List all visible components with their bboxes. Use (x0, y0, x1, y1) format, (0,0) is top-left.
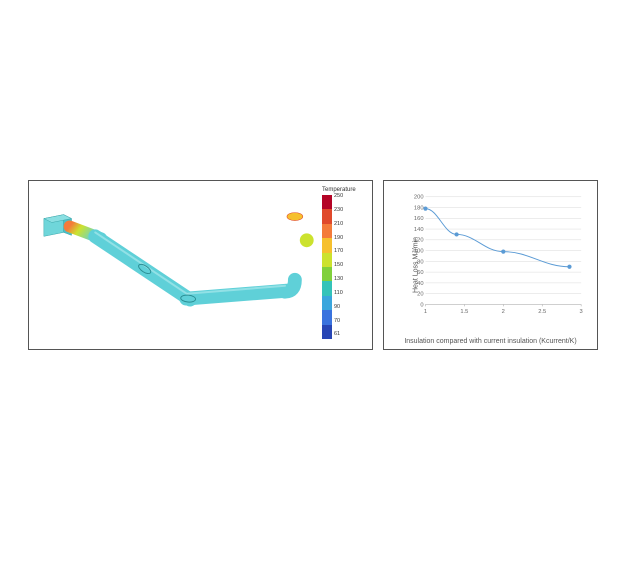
pipe-segment-main-diag (95, 236, 190, 299)
legend-color-cell (322, 253, 332, 267)
ytick-label: 160 (414, 216, 424, 222)
chart-line (425, 209, 569, 267)
legend-color-cell (322, 296, 332, 310)
xtick-label: 2.5 (538, 309, 546, 315)
legend-color-cell (322, 224, 332, 238)
legend-tick-label: 170 (334, 249, 343, 255)
ytick-label: 20 (417, 292, 423, 298)
ytick-label: 120 (414, 238, 424, 244)
chart-marker (454, 232, 458, 236)
pipe-highlight-1 (95, 232, 188, 294)
chart-marker (423, 206, 427, 210)
legend-body: 250 230 210 190 170 150 130 110 90 70 61 (322, 195, 366, 339)
legend-color-cell (322, 325, 332, 339)
ytick-label: 140 (414, 227, 424, 233)
simulation-panel: Temperature 250 230 210 190 170 150 130 110 90 70… (28, 180, 373, 350)
chart-panel: Heat Loss MJ/min Insulation compared wit… (383, 180, 598, 350)
legend-tick-label: 61 (334, 332, 343, 338)
chart-marker (501, 250, 505, 254)
legend-tick-label: 110 (334, 291, 343, 297)
line-chart: 0 20 40 60 80 100 120 140 160 180 200 1 1.5 2 2.5 3 (412, 191, 585, 318)
color-legend: Temperature 250 230 210 190 170 150 130 110 90 70… (322, 187, 366, 345)
legend-color-cell (322, 267, 332, 281)
chart-marker (567, 265, 571, 269)
legend-color-cell (322, 238, 332, 252)
xtick-label: 1 (424, 309, 427, 315)
ytick-label: 40 (417, 281, 423, 287)
ytick-label: 0 (420, 302, 423, 308)
ytick-label: 100 (414, 249, 424, 255)
legend-colorbar (322, 195, 332, 339)
legend-tick-label: 130 (334, 277, 343, 283)
legend-tick-label: 230 (334, 208, 343, 214)
legend-tick-label: 70 (334, 319, 343, 325)
legend-tick-label: 210 (334, 222, 343, 228)
ytick-label: 60 (417, 270, 423, 276)
legend-color-cell (322, 195, 332, 209)
simulation-render (29, 181, 372, 349)
legend-tick-label: 150 (334, 263, 343, 269)
xtick-label: 2 (502, 309, 505, 315)
ytick-label: 180 (414, 205, 424, 211)
legend-color-cell (322, 281, 332, 295)
pipe-outlet-cap (287, 213, 303, 221)
xtick-label: 3 (580, 309, 583, 315)
ytick-label: 200 (414, 195, 424, 201)
chart-area: Heat Loss MJ/min Insulation compared wit… (390, 187, 591, 343)
chart-xlabel: Insulation compared with current insulat… (404, 338, 576, 345)
legend-tick-label: 90 (334, 305, 343, 311)
legend-color-cell (322, 310, 332, 324)
xtick-label: 1.5 (460, 309, 468, 315)
legend-tick-label: 250 (334, 194, 343, 200)
figure-container: Temperature 2502302101901701501301109070… (28, 180, 612, 350)
legend-ticks: 250 230 210 190 170 150 130 110 90 70 61 (332, 195, 343, 339)
legend-title: Temperature (322, 187, 366, 193)
legend-color-cell (322, 209, 332, 223)
ytick-label: 80 (417, 259, 423, 265)
legend-tick-label: 190 (334, 236, 343, 242)
